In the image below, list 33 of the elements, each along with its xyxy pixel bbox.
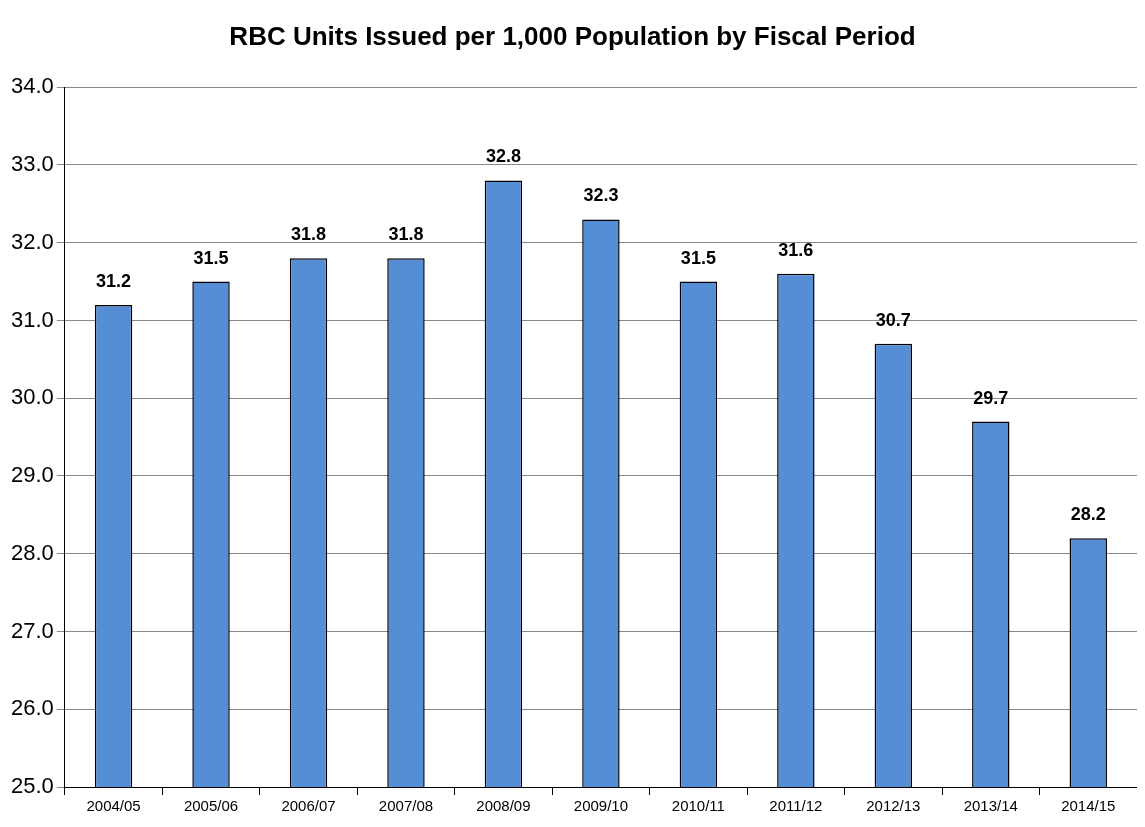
- chart-title: RBC Units Issued per 1,000 Population by Fiscal Period: [229, 20, 916, 51]
- y-tick-label: 28.0: [10, 539, 54, 565]
- data-label: 31.6: [778, 239, 814, 260]
- y-tick-label: 25.0: [10, 773, 54, 799]
- x-tick-label: 2012/13: [866, 797, 921, 815]
- data-label: 28.2: [1070, 504, 1106, 525]
- x-tick-label: 2006/07: [281, 797, 336, 815]
- data-label: 31.2: [96, 270, 132, 291]
- data-label: 31.8: [290, 224, 327, 245]
- y-tick-label: 31.0: [10, 306, 54, 332]
- y-tick-label: 32.0: [10, 228, 54, 254]
- y-tick-label: 26.0: [10, 695, 54, 721]
- y-tick-label: 29.0: [10, 462, 54, 488]
- data-label: 32.3: [583, 185, 619, 206]
- y-tick-label: 33.0: [10, 151, 54, 177]
- x-tick-label: 2011/12: [769, 797, 823, 815]
- x-tick-label: 2010/11: [671, 797, 725, 815]
- x-tick-label: 2004/05: [86, 797, 141, 815]
- data-label: 32.8: [485, 146, 521, 167]
- data-label: 31.5: [193, 247, 229, 268]
- y-tick-label: 34.0: [10, 73, 54, 99]
- y-tick-label: 30.0: [10, 384, 54, 410]
- data-label: 29.7: [973, 387, 1009, 408]
- x-tick-label: 2013/14: [963, 797, 1018, 815]
- x-tick-label: 2008/09: [476, 797, 531, 815]
- y-tick-label: 27.0: [10, 617, 54, 643]
- x-tick-label: 2007/08: [378, 797, 434, 815]
- x-tick-label: 2005/06: [183, 797, 239, 815]
- x-tick-label: 2014/15: [1061, 797, 1116, 815]
- data-label: 30.7: [875, 309, 911, 330]
- x-tick-label: 2009/10: [573, 797, 629, 815]
- data-label: 31.5: [680, 247, 716, 268]
- data-label: 31.8: [388, 224, 424, 245]
